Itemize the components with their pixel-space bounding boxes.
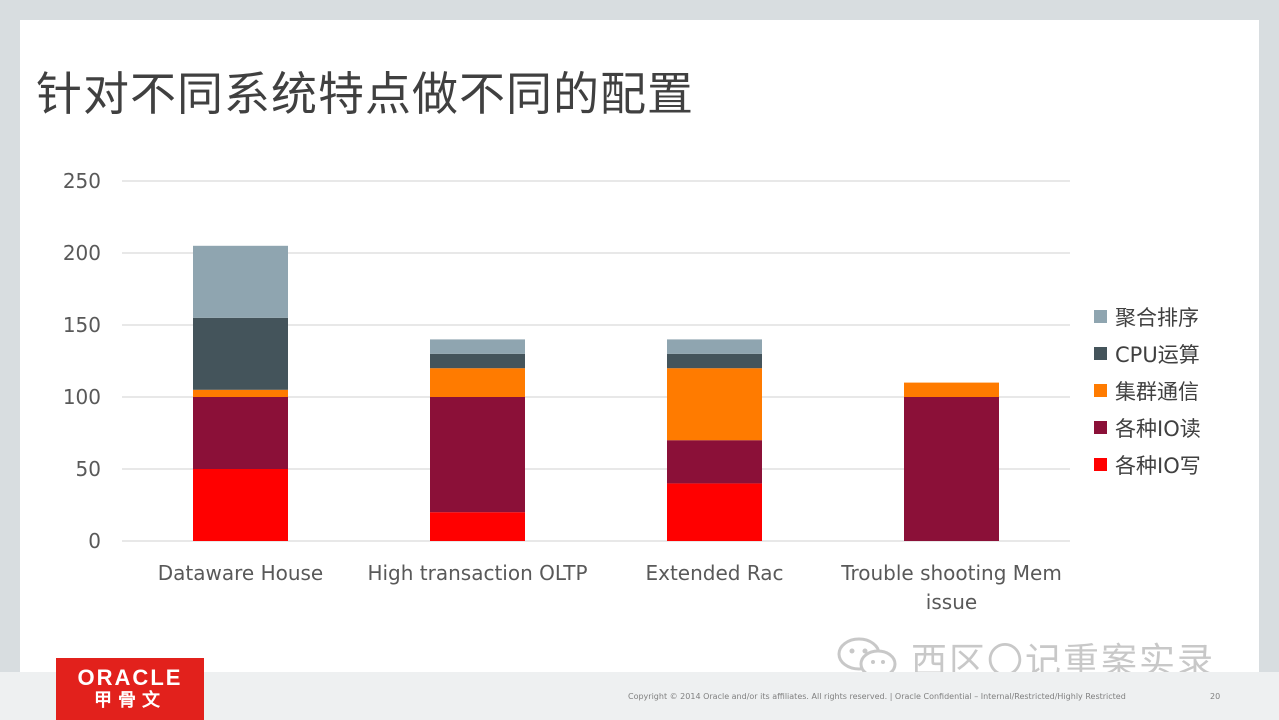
bar-segment bbox=[667, 339, 762, 354]
footer bbox=[0, 672, 1279, 720]
category-labels: Dataware House High transaction OLTP Exten… bbox=[158, 561, 1062, 614]
category-label: Trouble shooting Mem bbox=[840, 561, 1062, 585]
bar-segment bbox=[667, 483, 762, 541]
legend-swatch bbox=[1094, 421, 1107, 434]
legend-swatch bbox=[1094, 310, 1107, 323]
legend-label: 各种IO写 bbox=[1115, 453, 1201, 478]
bar-segment bbox=[430, 512, 525, 541]
bar-segment bbox=[430, 353, 525, 369]
bar-segment bbox=[904, 382, 999, 397]
bar-segment bbox=[667, 353, 762, 369]
y-tick-label: 250 bbox=[63, 169, 101, 193]
bar-segment bbox=[430, 339, 525, 354]
legend-item: 各种IO写 bbox=[1094, 446, 1201, 483]
oracle-brand-cn-text: 甲骨文 bbox=[94, 690, 166, 711]
bar-segment bbox=[193, 245, 288, 318]
copyright-text: Copyright © 2014 Oracle and/or its affil… bbox=[628, 692, 1126, 701]
category-label: Extended Rac bbox=[645, 561, 783, 585]
legend-swatch bbox=[1094, 458, 1107, 471]
legend-swatch bbox=[1094, 347, 1107, 360]
legend-label: 集群通信 bbox=[1115, 379, 1199, 404]
legend-label: CPU运算 bbox=[1115, 342, 1200, 367]
chart-legend: 聚合排序 CPU运算集群通信各种IO读各种IO写 bbox=[1094, 298, 1201, 483]
bar-segment bbox=[667, 368, 762, 441]
legend-item: CPU运算 bbox=[1094, 335, 1201, 372]
page-number: 20 bbox=[1210, 692, 1221, 701]
legend-item: 聚合排序 bbox=[1094, 298, 1201, 335]
legend-item: 各种IO读 bbox=[1094, 409, 1201, 446]
oracle-brand-text: ORACLE bbox=[77, 665, 183, 690]
axis-ticks: 0 50 100 150 200 250 bbox=[63, 169, 101, 553]
slide-title: 针对不同系统特点做不同的配置 bbox=[36, 67, 694, 121]
y-tick-label: 150 bbox=[63, 313, 101, 337]
y-tick-label: 50 bbox=[76, 457, 101, 481]
bar-segment bbox=[904, 397, 999, 541]
legend-label: 各种IO读 bbox=[1115, 416, 1201, 441]
bar-segment bbox=[193, 469, 288, 541]
wechat-icon bbox=[837, 637, 897, 679]
bar-segment bbox=[430, 397, 525, 513]
y-tick-label: 100 bbox=[63, 385, 101, 409]
legend-swatch bbox=[1094, 384, 1107, 397]
bar-segment bbox=[193, 317, 288, 390]
bar-segment bbox=[667, 440, 762, 484]
bar-segment bbox=[193, 389, 288, 397]
legend-item: 集群通信 bbox=[1094, 372, 1201, 409]
y-tick-label: 0 bbox=[88, 529, 101, 553]
bar-segment bbox=[193, 397, 288, 469]
bars bbox=[193, 245, 999, 541]
legend-label: 聚合排序 bbox=[1115, 305, 1199, 330]
category-label: High transaction OLTP bbox=[367, 561, 587, 585]
y-tick-label: 200 bbox=[63, 241, 101, 265]
category-label: Dataware House bbox=[158, 561, 324, 585]
category-label: issue bbox=[926, 590, 977, 614]
bar-segment bbox=[430, 368, 525, 397]
oracle-logo: ORACLE 甲骨文 bbox=[56, 658, 204, 720]
